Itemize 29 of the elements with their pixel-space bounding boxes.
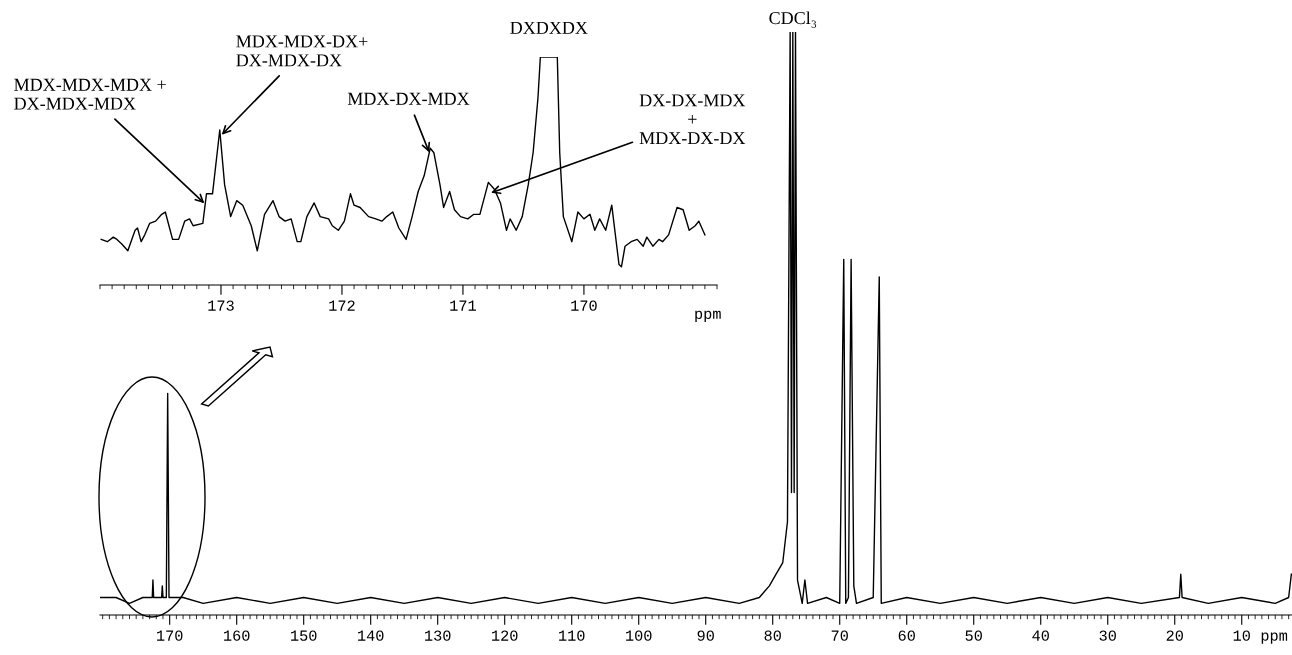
x-tick-label: 80: [764, 630, 781, 641]
annotation: DXDXDX: [510, 21, 588, 34]
x-tick-label: 90: [697, 630, 714, 641]
annotation: CDCl₃: [769, 11, 817, 28]
annotation: MDX-MDX-MDX + DX-MDX-MDX: [14, 78, 166, 110]
x-tick-label: 140: [358, 630, 384, 641]
x-tick-label: 170: [571, 300, 597, 311]
x-tick-label: 20: [1166, 630, 1183, 641]
x-tick-label: 110: [559, 630, 585, 641]
x-tick-label: 170: [157, 630, 183, 641]
x-tick-label: 173: [208, 300, 234, 311]
x-tick-label: 60: [898, 630, 915, 641]
x-tick-label: 70: [831, 630, 848, 641]
x-tick-label: 171: [450, 300, 476, 311]
x-axis-title: ppm: [1261, 632, 1288, 644]
x-tick-label: 40: [1032, 630, 1049, 641]
annotation: MDX-DX-MDX: [347, 92, 470, 105]
x-tick-label: 150: [291, 630, 317, 641]
x-tick-label: 120: [492, 630, 518, 641]
x-tick-label: 30: [1099, 630, 1116, 641]
x-tick-label: 160: [224, 630, 250, 641]
x-tick-label: 10: [1233, 630, 1250, 641]
annotation: DX-DX-MDX + MDX-DX-DX: [639, 94, 746, 145]
x-axis-title: ppm: [695, 310, 721, 323]
x-tick-label: 100: [626, 630, 652, 641]
x-tick-label: 172: [329, 300, 355, 311]
x-tick-label: 130: [425, 630, 451, 641]
x-tick-label: 50: [965, 630, 982, 641]
annotation: MDX-MDX-DX+ DX-MDX-DX: [236, 35, 368, 67]
